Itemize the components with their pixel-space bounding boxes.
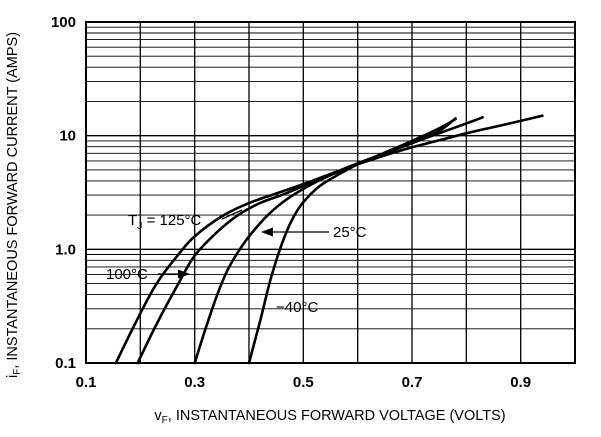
curves <box>114 114 544 365</box>
annotation-125c-main: T <box>128 212 137 229</box>
plot-frame <box>85 21 576 364</box>
y-tick-label: 100 <box>51 14 76 31</box>
annotation-arrowhead-25c <box>261 227 273 237</box>
annotation-25c: 25°C <box>333 224 367 241</box>
curve--40c <box>247 117 457 365</box>
y-tick-labels: 0.1 1.0 10 100 <box>51 14 76 372</box>
y-tick-label: 0.1 <box>55 355 76 372</box>
x-tick-label: 0.1 <box>76 374 97 391</box>
x-tick-label: 0.5 <box>293 374 314 391</box>
y-axis-title-rest: , INSTANTANEOUS FORWARD CURRENT (AMPS) <box>5 32 21 369</box>
annotation-125c-rest: = 125°C <box>142 212 201 229</box>
y-axis-title-sub: F <box>12 369 23 375</box>
y-axis-title-prefix: i <box>5 375 21 378</box>
y-tick-label: 1.0 <box>55 241 76 258</box>
annotation-leader-125c <box>221 209 243 220</box>
x-axis-title-rest: , INSTANTANEOUS FORWARD VOLTAGE (VOLTS) <box>168 408 506 424</box>
curve-100c <box>136 116 484 365</box>
x-tick-label: 0.9 <box>510 374 531 391</box>
x-tick-labels: 0.1 0.3 0.5 0.7 0.9 <box>76 374 532 391</box>
annotation-arrowhead-100c <box>178 269 190 279</box>
x-tick-label: 0.7 <box>402 374 423 391</box>
annotation-125c-sub: J <box>137 220 142 232</box>
y-axis-title: iF, INSTANTANEOUS FORWARD CURRENT (AMPS) <box>5 32 23 378</box>
curve-25c <box>193 114 544 365</box>
x-axis-title-prefix: v <box>154 408 162 424</box>
x-axis-title: vF, INSTANTANEOUS FORWARD VOLTAGE (VOLTS… <box>154 408 505 426</box>
annotations: TJ = 125°C 100°C 25°C −40°C <box>106 209 367 316</box>
annotation-100c: 100°C <box>106 266 148 283</box>
x-tick-label: 0.3 <box>184 374 205 391</box>
y-tick-label: 10 <box>59 128 76 145</box>
annotation-125c: TJ = 125°C <box>128 212 202 232</box>
curve-125c <box>114 117 457 365</box>
grid <box>86 22 575 363</box>
x-axis-title-sub: F <box>162 415 168 426</box>
annotation-minus40c: −40°C <box>276 299 318 316</box>
